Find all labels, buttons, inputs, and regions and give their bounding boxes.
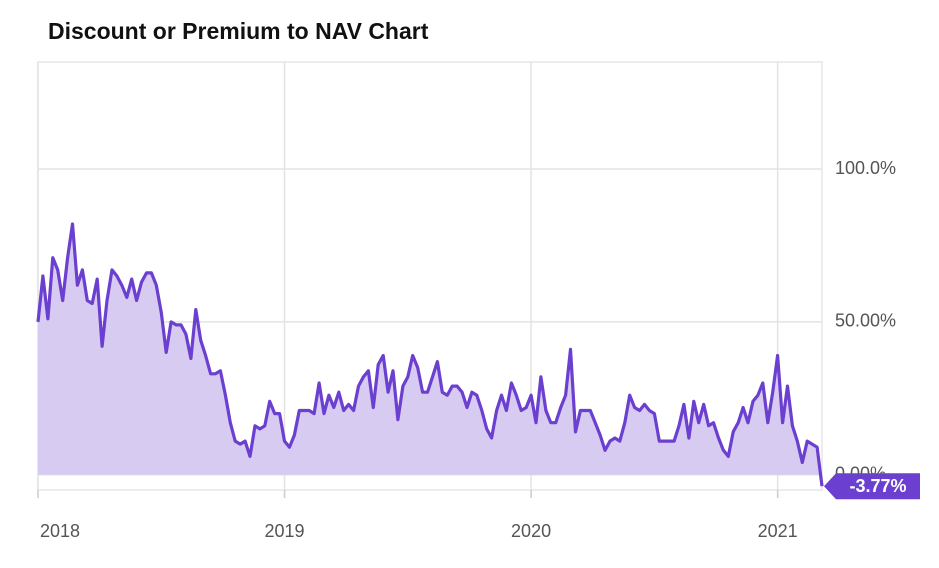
area-fill bbox=[38, 224, 822, 487]
x-tick-label: 2018 bbox=[40, 521, 80, 541]
y-tick-label: 100.0% bbox=[835, 158, 896, 178]
chart-title: Discount or Premium to NAV Chart bbox=[48, 18, 429, 44]
x-tick-label: 2020 bbox=[511, 521, 551, 541]
x-tick-label: 2019 bbox=[265, 521, 305, 541]
x-tick-label: 2021 bbox=[758, 521, 798, 541]
value-label-text: -3.77% bbox=[849, 476, 906, 496]
value-label-box bbox=[824, 473, 920, 500]
line bbox=[36, 222, 824, 487]
value-label: -3.77% bbox=[824, 473, 920, 500]
y-tick-label: 50.00% bbox=[835, 311, 896, 331]
